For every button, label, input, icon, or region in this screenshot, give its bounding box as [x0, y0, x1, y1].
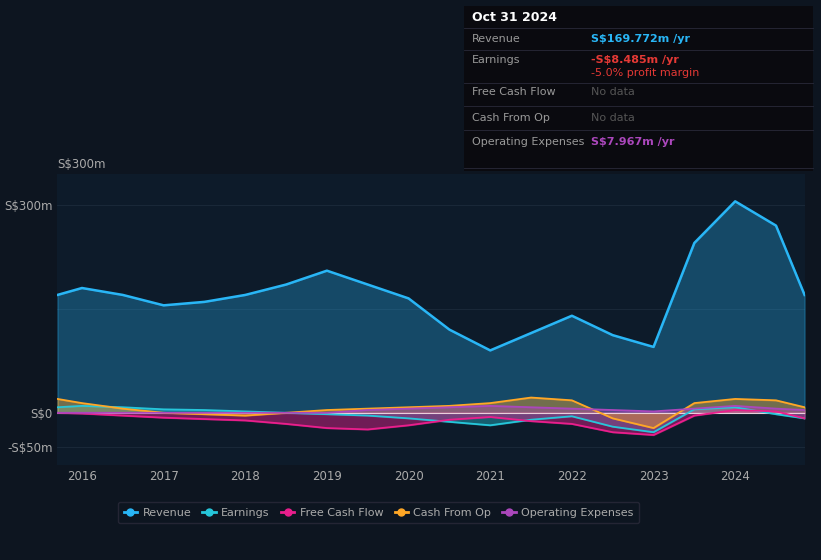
Text: No data: No data: [591, 113, 635, 123]
Text: -S$8.485m /yr: -S$8.485m /yr: [591, 55, 679, 66]
Text: Revenue: Revenue: [472, 34, 521, 44]
Text: Oct 31 2024: Oct 31 2024: [472, 11, 557, 25]
Text: -5.0% profit margin: -5.0% profit margin: [591, 68, 699, 78]
Text: Free Cash Flow: Free Cash Flow: [472, 87, 556, 97]
Text: Cash From Op: Cash From Op: [472, 113, 550, 123]
Text: Operating Expenses: Operating Expenses: [472, 137, 585, 147]
Text: S$169.772m /yr: S$169.772m /yr: [591, 34, 690, 44]
Text: S$300m: S$300m: [57, 158, 106, 171]
Text: S$7.967m /yr: S$7.967m /yr: [591, 137, 675, 147]
Text: Earnings: Earnings: [472, 55, 521, 66]
Text: No data: No data: [591, 87, 635, 97]
Legend: Revenue, Earnings, Free Cash Flow, Cash From Op, Operating Expenses: Revenue, Earnings, Free Cash Flow, Cash …: [118, 502, 640, 523]
